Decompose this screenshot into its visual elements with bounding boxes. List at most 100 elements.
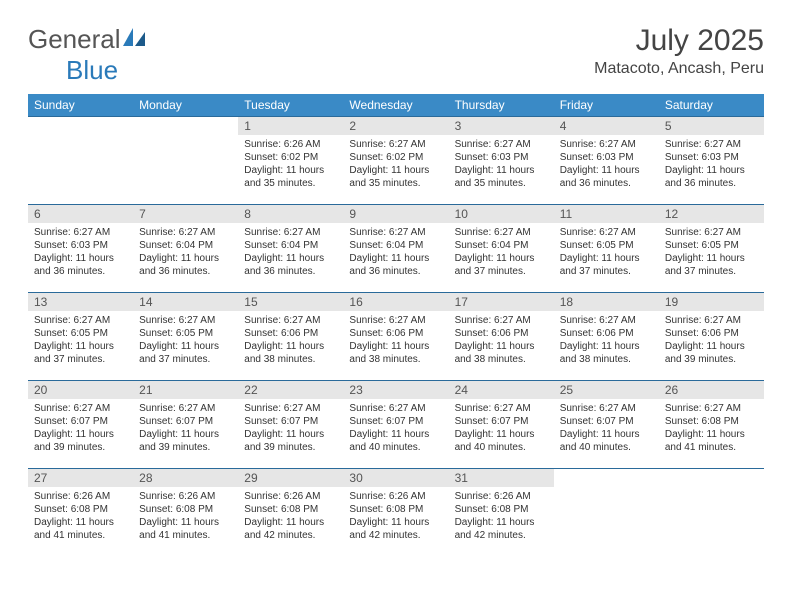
day-number: 4 xyxy=(554,117,659,135)
sunrise-line: Sunrise: 6:27 AM xyxy=(34,314,127,327)
calendar-day: 28Sunrise: 6:26 AMSunset: 6:08 PMDayligh… xyxy=(133,469,238,557)
title-block: July 2025 Matacoto, Ancash, Peru xyxy=(594,24,764,78)
calendar-empty xyxy=(28,117,133,205)
daylight-line: Daylight: 11 hours and 37 minutes. xyxy=(139,340,232,366)
day-data: Sunrise: 6:26 AMSunset: 6:02 PMDaylight:… xyxy=(238,135,343,194)
day-data: Sunrise: 6:27 AMSunset: 6:03 PMDaylight:… xyxy=(554,135,659,194)
calendar-row: 1Sunrise: 6:26 AMSunset: 6:02 PMDaylight… xyxy=(28,117,764,205)
day-number: 30 xyxy=(343,469,448,487)
daylight-line: Daylight: 11 hours and 36 minutes. xyxy=(560,164,653,190)
day-data: Sunrise: 6:27 AMSunset: 6:08 PMDaylight:… xyxy=(659,399,764,458)
sunrise-line: Sunrise: 6:27 AM xyxy=(665,138,758,151)
sunrise-line: Sunrise: 6:26 AM xyxy=(244,490,337,503)
day-number: 24 xyxy=(449,381,554,399)
daylight-line: Daylight: 11 hours and 41 minutes. xyxy=(665,428,758,454)
day-data: Sunrise: 6:26 AMSunset: 6:08 PMDaylight:… xyxy=(238,487,343,546)
calendar-row: 27Sunrise: 6:26 AMSunset: 6:08 PMDayligh… xyxy=(28,469,764,557)
sunrise-line: Sunrise: 6:27 AM xyxy=(455,402,548,415)
sunrise-line: Sunrise: 6:27 AM xyxy=(560,138,653,151)
day-data: Sunrise: 6:27 AMSunset: 6:06 PMDaylight:… xyxy=(659,311,764,370)
calendar-day: 12Sunrise: 6:27 AMSunset: 6:05 PMDayligh… xyxy=(659,205,764,293)
sunrise-line: Sunrise: 6:27 AM xyxy=(244,402,337,415)
day-number: 19 xyxy=(659,293,764,311)
calendar-day: 20Sunrise: 6:27 AMSunset: 6:07 PMDayligh… xyxy=(28,381,133,469)
day-number: 6 xyxy=(28,205,133,223)
sunset-line: Sunset: 6:03 PM xyxy=(560,151,653,164)
day-data: Sunrise: 6:27 AMSunset: 6:07 PMDaylight:… xyxy=(554,399,659,458)
daylight-line: Daylight: 11 hours and 36 minutes. xyxy=(34,252,127,278)
daylight-line: Daylight: 11 hours and 36 minutes. xyxy=(244,252,337,278)
calendar-day: 15Sunrise: 6:27 AMSunset: 6:06 PMDayligh… xyxy=(238,293,343,381)
sunrise-line: Sunrise: 6:27 AM xyxy=(665,314,758,327)
day-number: 28 xyxy=(133,469,238,487)
sunset-line: Sunset: 6:06 PM xyxy=(244,327,337,340)
day-data: Sunrise: 6:27 AMSunset: 6:06 PMDaylight:… xyxy=(449,311,554,370)
day-number: 7 xyxy=(133,205,238,223)
calendar-empty xyxy=(133,117,238,205)
sunset-line: Sunset: 6:08 PM xyxy=(349,503,442,516)
sunrise-line: Sunrise: 6:27 AM xyxy=(34,226,127,239)
sunrise-line: Sunrise: 6:27 AM xyxy=(665,402,758,415)
sunrise-line: Sunrise: 6:26 AM xyxy=(34,490,127,503)
day-data: Sunrise: 6:27 AMSunset: 6:04 PMDaylight:… xyxy=(343,223,448,282)
weekday-header: Sunday xyxy=(28,94,133,117)
daylight-line: Daylight: 11 hours and 40 minutes. xyxy=(560,428,653,454)
sunset-line: Sunset: 6:04 PM xyxy=(244,239,337,252)
sunrise-line: Sunrise: 6:27 AM xyxy=(244,314,337,327)
calendar-day: 1Sunrise: 6:26 AMSunset: 6:02 PMDaylight… xyxy=(238,117,343,205)
daylight-line: Daylight: 11 hours and 37 minutes. xyxy=(34,340,127,366)
day-number: 29 xyxy=(238,469,343,487)
day-number: 17 xyxy=(449,293,554,311)
sunset-line: Sunset: 6:07 PM xyxy=(455,415,548,428)
daylight-line: Daylight: 11 hours and 35 minutes. xyxy=(244,164,337,190)
calendar-day: 17Sunrise: 6:27 AMSunset: 6:06 PMDayligh… xyxy=(449,293,554,381)
sunset-line: Sunset: 6:07 PM xyxy=(560,415,653,428)
day-number: 14 xyxy=(133,293,238,311)
calendar-day: 23Sunrise: 6:27 AMSunset: 6:07 PMDayligh… xyxy=(343,381,448,469)
weekday-header: Tuesday xyxy=(238,94,343,117)
calendar-day: 30Sunrise: 6:26 AMSunset: 6:08 PMDayligh… xyxy=(343,469,448,557)
month-title: July 2025 xyxy=(594,24,764,58)
daylight-line: Daylight: 11 hours and 40 minutes. xyxy=(349,428,442,454)
sunrise-line: Sunrise: 6:27 AM xyxy=(34,402,127,415)
daylight-line: Daylight: 11 hours and 39 minutes. xyxy=(34,428,127,454)
location: Matacoto, Ancash, Peru xyxy=(594,60,764,78)
sunrise-line: Sunrise: 6:27 AM xyxy=(349,226,442,239)
calendar-row: 6Sunrise: 6:27 AMSunset: 6:03 PMDaylight… xyxy=(28,205,764,293)
sunset-line: Sunset: 6:03 PM xyxy=(34,239,127,252)
calendar-day: 9Sunrise: 6:27 AMSunset: 6:04 PMDaylight… xyxy=(343,205,448,293)
sunrise-line: Sunrise: 6:27 AM xyxy=(455,138,548,151)
day-data: Sunrise: 6:27 AMSunset: 6:06 PMDaylight:… xyxy=(343,311,448,370)
day-data: Sunrise: 6:26 AMSunset: 6:08 PMDaylight:… xyxy=(133,487,238,546)
sunset-line: Sunset: 6:04 PM xyxy=(455,239,548,252)
day-data: Sunrise: 6:27 AMSunset: 6:04 PMDaylight:… xyxy=(133,223,238,282)
sunset-line: Sunset: 6:03 PM xyxy=(455,151,548,164)
calendar-day: 16Sunrise: 6:27 AMSunset: 6:06 PMDayligh… xyxy=(343,293,448,381)
day-number: 25 xyxy=(554,381,659,399)
daylight-line: Daylight: 11 hours and 36 minutes. xyxy=(139,252,232,278)
logo-text: General Blue xyxy=(28,24,147,86)
daylight-line: Daylight: 11 hours and 38 minutes. xyxy=(349,340,442,366)
calendar-day: 10Sunrise: 6:27 AMSunset: 6:04 PMDayligh… xyxy=(449,205,554,293)
weekday-header: Monday xyxy=(133,94,238,117)
weekday-header: Friday xyxy=(554,94,659,117)
calendar-day: 6Sunrise: 6:27 AMSunset: 6:03 PMDaylight… xyxy=(28,205,133,293)
calendar-day: 18Sunrise: 6:27 AMSunset: 6:06 PMDayligh… xyxy=(554,293,659,381)
calendar-row: 13Sunrise: 6:27 AMSunset: 6:05 PMDayligh… xyxy=(28,293,764,381)
sunset-line: Sunset: 6:08 PM xyxy=(139,503,232,516)
day-number: 12 xyxy=(659,205,764,223)
day-number: 20 xyxy=(28,381,133,399)
daylight-line: Daylight: 11 hours and 41 minutes. xyxy=(34,516,127,542)
sunrise-line: Sunrise: 6:27 AM xyxy=(349,402,442,415)
daylight-line: Daylight: 11 hours and 35 minutes. xyxy=(455,164,548,190)
sunrise-line: Sunrise: 6:27 AM xyxy=(139,402,232,415)
day-data: Sunrise: 6:27 AMSunset: 6:03 PMDaylight:… xyxy=(28,223,133,282)
calendar-day: 14Sunrise: 6:27 AMSunset: 6:05 PMDayligh… xyxy=(133,293,238,381)
calendar-day: 2Sunrise: 6:27 AMSunset: 6:02 PMDaylight… xyxy=(343,117,448,205)
calendar-day: 27Sunrise: 6:26 AMSunset: 6:08 PMDayligh… xyxy=(28,469,133,557)
daylight-line: Daylight: 11 hours and 38 minutes. xyxy=(244,340,337,366)
sunset-line: Sunset: 6:08 PM xyxy=(244,503,337,516)
calendar-day: 24Sunrise: 6:27 AMSunset: 6:07 PMDayligh… xyxy=(449,381,554,469)
sunset-line: Sunset: 6:02 PM xyxy=(244,151,337,164)
daylight-line: Daylight: 11 hours and 39 minutes. xyxy=(665,340,758,366)
